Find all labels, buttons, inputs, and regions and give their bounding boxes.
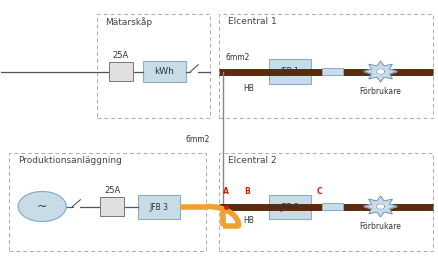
Bar: [269, 59, 311, 84]
Text: A: A: [223, 187, 229, 196]
Text: 6mm2: 6mm2: [186, 135, 210, 144]
Polygon shape: [18, 192, 66, 221]
Bar: [109, 62, 133, 81]
Text: JFB 2: JFB 2: [280, 202, 300, 212]
Text: Elcentral 1: Elcentral 1: [228, 17, 276, 26]
Bar: [269, 195, 311, 219]
Text: 25A: 25A: [104, 186, 120, 195]
Bar: [97, 14, 210, 118]
Text: B: B: [244, 187, 250, 196]
Bar: [100, 197, 124, 216]
Polygon shape: [376, 69, 385, 74]
Polygon shape: [364, 196, 397, 217]
Text: HB: HB: [243, 84, 254, 93]
Text: kWh: kWh: [155, 67, 174, 76]
Bar: [10, 153, 206, 252]
Text: 6mm2: 6mm2: [226, 53, 250, 62]
Text: JFB 1: JFB 1: [280, 67, 300, 76]
Text: JFB 3: JFB 3: [149, 202, 169, 212]
Text: C: C: [317, 187, 322, 196]
Text: ~: ~: [37, 200, 47, 213]
Bar: [219, 153, 433, 252]
Text: Elcentral 2: Elcentral 2: [228, 156, 276, 165]
Text: Produktionsanläggning: Produktionsanläggning: [18, 156, 122, 165]
Text: 25A: 25A: [113, 51, 129, 60]
Bar: [321, 203, 343, 210]
Bar: [143, 61, 186, 82]
Text: Mätarskåp: Mätarskåp: [106, 17, 152, 27]
Text: Förbrukare: Förbrukare: [360, 222, 402, 231]
Polygon shape: [364, 61, 397, 82]
Bar: [219, 14, 433, 118]
Polygon shape: [376, 204, 385, 209]
Text: HB: HB: [243, 216, 254, 225]
Bar: [321, 68, 343, 75]
Text: Förbrukare: Förbrukare: [360, 87, 402, 96]
Bar: [138, 195, 180, 219]
